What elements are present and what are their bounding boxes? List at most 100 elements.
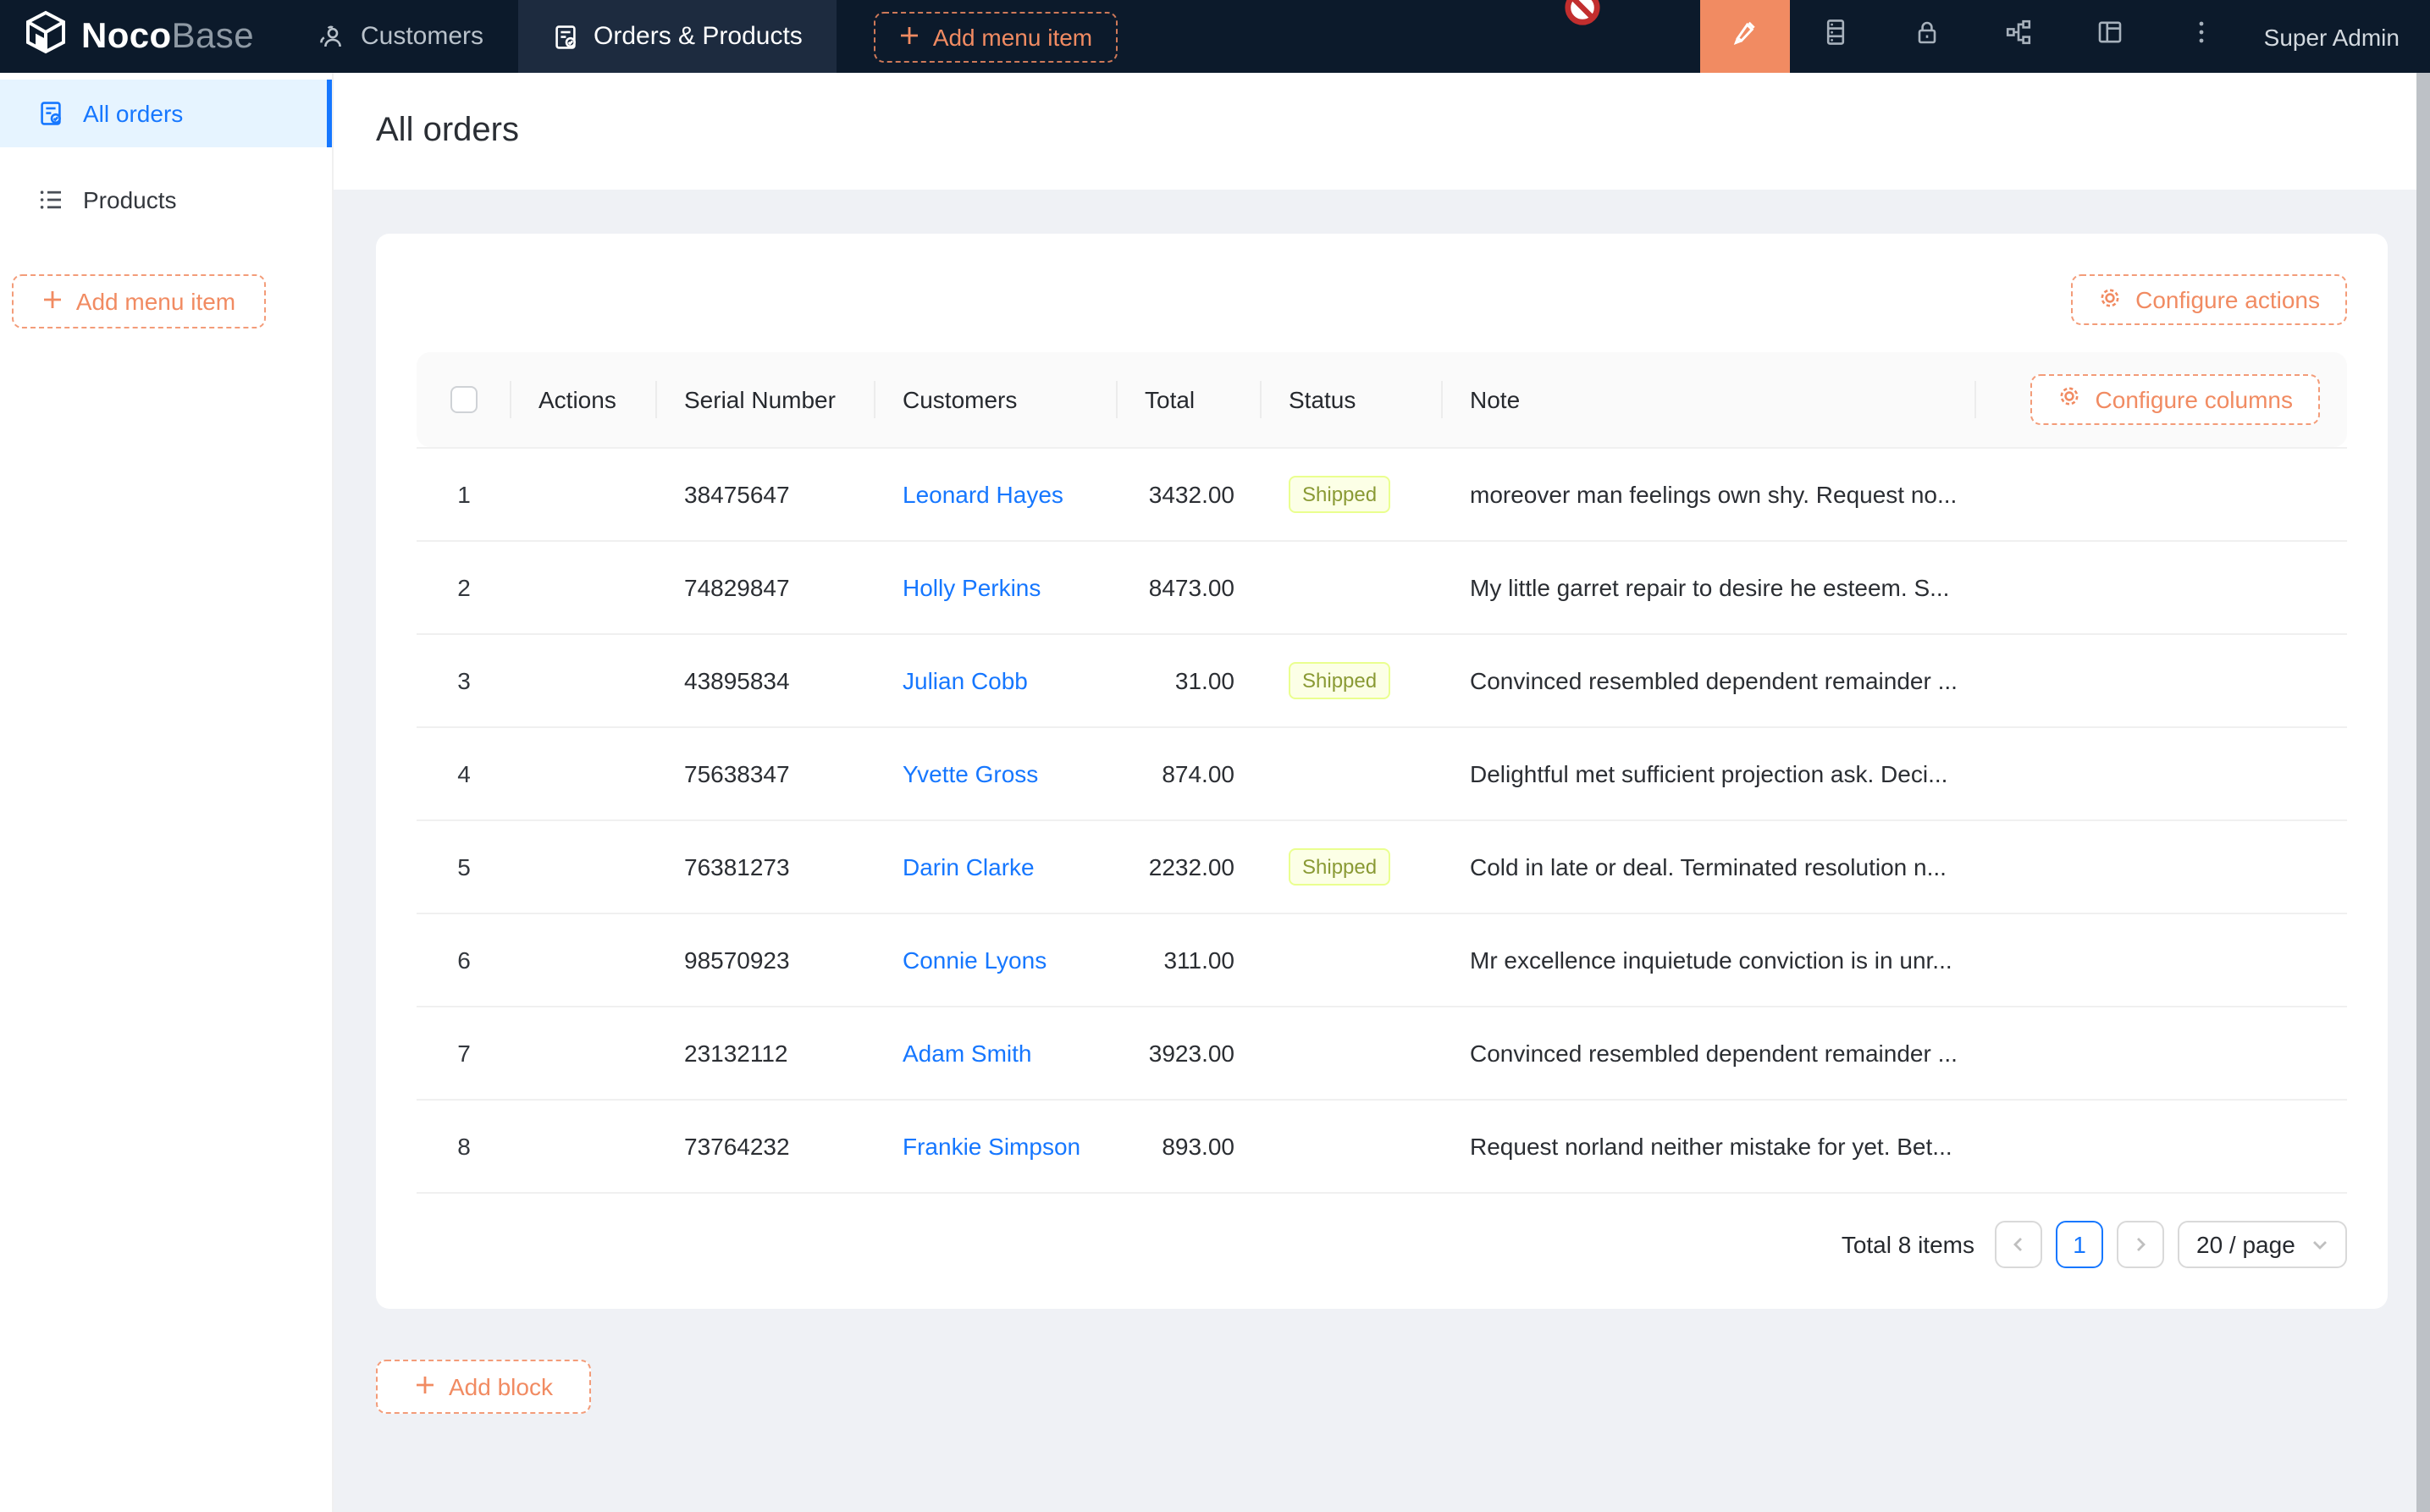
total-cell: 8473.00: [1118, 540, 1262, 634]
brand-name: NocoBase: [81, 16, 254, 57]
ui-editor-button[interactable]: [1699, 0, 1790, 73]
actions-cell: [511, 633, 657, 727]
add-block-button[interactable]: Add block: [376, 1359, 592, 1413]
customer-link[interactable]: Darin Clarke: [903, 853, 1035, 880]
more-actions-button[interactable]: [2156, 0, 2247, 73]
actions-cell: [511, 447, 657, 541]
customer-link[interactable]: Yvette Gross: [903, 759, 1039, 786]
gear-icon: [2098, 285, 2122, 314]
customers-icon: [318, 23, 345, 50]
status-cell: Shipped: [1262, 633, 1443, 727]
user-name: Super Admin: [2263, 23, 2400, 50]
top-navbar: NocoBase Customers: [0, 0, 2430, 73]
workflow-button[interactable]: [1973, 0, 2064, 73]
table-row[interactable]: 2 74829847 Holly Perkins 8473.00 My litt…: [417, 540, 2347, 634]
note-cell: Cold in late or deal. Terminated resolut…: [1443, 819, 1976, 913]
page-size-select[interactable]: 20 / page: [2178, 1220, 2347, 1267]
table-row[interactable]: 4 75638347 Yvette Gross 874.00 Delightfu…: [417, 726, 2347, 820]
configure-actions-label: Configure actions: [2135, 286, 2320, 313]
orders-table-block: Configure actions: [376, 234, 2388, 1308]
config-cell: [1976, 633, 2347, 727]
list-icon: [37, 186, 64, 213]
column-header-note: Note: [1443, 352, 1976, 448]
customer-cell: Holly Perkins: [875, 540, 1118, 634]
page-scrollbar[interactable]: [2416, 73, 2430, 1512]
status-badge: Shipped: [1289, 475, 1391, 512]
serial-number-cell: 73764232: [657, 1099, 875, 1193]
brand-base: Base: [171, 16, 254, 55]
user-menu[interactable]: Super Admin: [2247, 0, 2430, 73]
page-title: All orders: [376, 112, 519, 149]
navbar-add-menu-item-button[interactable]: Add menu item: [873, 11, 1118, 62]
customer-link[interactable]: Julian Cobb: [903, 666, 1028, 693]
serial-number-cell: 43895834: [657, 633, 875, 727]
table-row[interactable]: 7 23132112 Adam Smith 3923.00 Convinced …: [417, 1006, 2347, 1100]
tab-orders-products[interactable]: Orders & Products: [517, 0, 837, 73]
status-badge: Shipped: [1289, 847, 1391, 885]
configure-actions-button[interactable]: Configure actions: [2071, 274, 2347, 325]
sidebar-item-products[interactable]: Products: [0, 166, 332, 234]
nocobase-logo[interactable]: NocoBase: [0, 0, 284, 73]
table-row[interactable]: 3 43895834 Julian Cobb 31.00 Shipped Con…: [417, 633, 2347, 727]
next-page-button[interactable]: [2117, 1220, 2164, 1267]
customer-link[interactable]: Frankie Simpson: [903, 1132, 1081, 1159]
column-header-status: Status: [1262, 352, 1443, 448]
table-toolbar: Configure actions: [417, 274, 2347, 325]
customer-link[interactable]: Leonard Hayes: [903, 480, 1063, 507]
sidebar-item-all-orders[interactable]: All orders: [0, 80, 332, 147]
status-cell: Shipped: [1262, 819, 1443, 913]
pagination-total: Total 8 items: [1841, 1230, 1974, 1257]
row-index: 7: [417, 1006, 511, 1100]
total-cell: 874.00: [1118, 726, 1262, 820]
serial-number-cell: 75638347: [657, 726, 875, 820]
page-size-value: 20 / page: [2196, 1230, 2295, 1257]
customer-cell: Leonard Hayes: [875, 447, 1118, 541]
page-number-button[interactable]: 1: [2056, 1220, 2103, 1267]
tab-customers-label: Customers: [360, 22, 484, 51]
configure-columns-button[interactable]: Configure columns: [2030, 373, 2320, 425]
sidebar-add-menu-item-label: Add menu item: [75, 288, 236, 315]
customer-link[interactable]: Adam Smith: [903, 1039, 1032, 1066]
column-header-customers: Customers: [875, 352, 1118, 448]
navbar-right-actions: Super Admin: [1699, 0, 2430, 73]
plus-icon: [899, 23, 920, 50]
row-index: 3: [417, 633, 511, 727]
table-row[interactable]: 8 73764232 Frankie Simpson 893.00 Reques…: [417, 1099, 2347, 1193]
main-area: All orders Configure actions: [334, 73, 2430, 1512]
customer-cell: Yvette Gross: [875, 726, 1118, 820]
status-badge: Shipped: [1289, 661, 1391, 698]
actions-cell: [511, 726, 657, 820]
gear-icon: [2058, 385, 2082, 414]
table-row[interactable]: 1 38475647 Leonard Hayes 3432.00 Shipped…: [417, 447, 2347, 541]
status-cell: [1262, 913, 1443, 1007]
table-header-row: Actions Serial Number Customers Total St…: [417, 352, 2347, 448]
highlighter-icon: [1730, 17, 1760, 56]
config-cell: [1976, 726, 2347, 820]
tab-customers[interactable]: Customers: [284, 0, 517, 73]
customer-cell: Darin Clarke: [875, 819, 1118, 913]
customer-link[interactable]: Connie Lyons: [903, 946, 1047, 973]
layout-button[interactable]: [2064, 0, 2156, 73]
select-all-checkbox[interactable]: [450, 386, 478, 414]
customer-cell: Connie Lyons: [875, 913, 1118, 1007]
config-cell: [1976, 540, 2347, 634]
plugin-manager-button[interactable]: [1790, 0, 1881, 73]
row-index: 1: [417, 447, 511, 541]
total-cell: 2232.00: [1118, 819, 1262, 913]
sidebar-add-menu-item-button[interactable]: Add menu item: [12, 274, 266, 328]
customer-link[interactable]: Holly Perkins: [903, 573, 1041, 600]
actions-cell: [511, 913, 657, 1007]
prohibited-cursor-icon: [1565, 0, 1600, 34]
status-cell: [1262, 540, 1443, 634]
note-cell: Mr excellence inquietude conviction is i…: [1443, 913, 1976, 1007]
table-row[interactable]: 6 98570923 Connie Lyons 311.00 Mr excell…: [417, 913, 2347, 1007]
settings-center-button[interactable]: [1881, 0, 1973, 73]
table-row[interactable]: 5 76381273 Darin Clarke 2232.00 Shipped …: [417, 819, 2347, 913]
actions-cell: [511, 1099, 657, 1193]
page-header: All orders: [334, 73, 2430, 190]
nocobase-logo-icon: [24, 10, 68, 63]
total-cell: 893.00: [1118, 1099, 1262, 1193]
prev-page-button[interactable]: [1995, 1220, 2042, 1267]
config-cell: [1976, 447, 2347, 541]
